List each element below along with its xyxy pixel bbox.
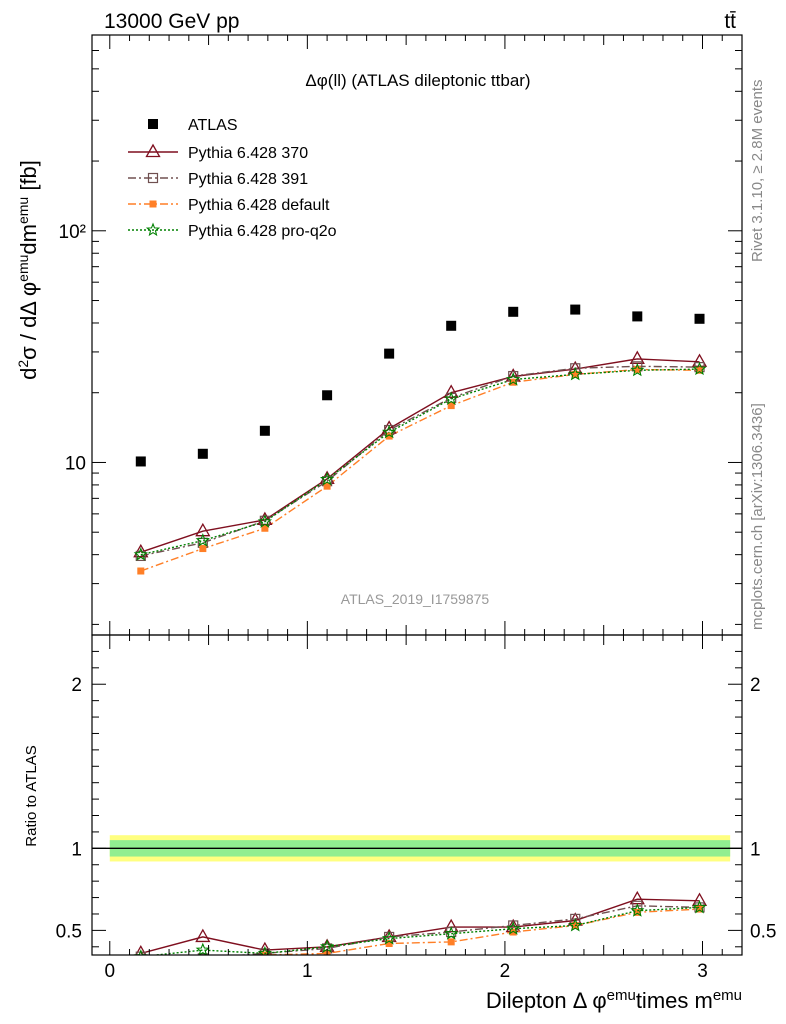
ratio-point-2 (447, 938, 455, 946)
legend-label: Pythia 6.428 default (188, 197, 330, 214)
ratio-point-2 (137, 956, 144, 963)
ratio-line-0 (140, 898, 700, 955)
ratio-point-3 (195, 942, 210, 955)
data-point-1 (443, 384, 459, 398)
legend-label: Pythia 6.428 pro-q2o (188, 223, 337, 240)
ratio-line-1 (235, 905, 700, 955)
ratio-point-0 (195, 928, 211, 943)
data-point-0 (632, 311, 643, 322)
ratio-y-tick-label: 0.5 (750, 921, 776, 942)
ratio-point-0 (443, 918, 459, 933)
data-point-0 (446, 320, 457, 331)
ratio-line-3 (149, 906, 700, 955)
data-point-3 (633, 365, 641, 373)
data-point-3 (385, 432, 393, 440)
ratio-point-2 (199, 956, 206, 963)
ratio-line-2 (256, 908, 700, 955)
ratio-point-2 (509, 928, 517, 936)
ratio-point-3 (506, 921, 521, 935)
ratio-point-1 (135, 951, 146, 955)
legend-label: Pythia 6.428 391 (188, 171, 308, 188)
data-point-4 (630, 362, 645, 377)
ratio-series-group (133, 890, 708, 963)
data-point-4 (568, 366, 583, 381)
series-line-3 (140, 368, 700, 572)
mcplots-label: mcplots.cern.ch [arXiv:1306.3436] (749, 403, 766, 630)
ratio-point-2 (385, 940, 393, 948)
data-point-0 (384, 348, 395, 359)
ratio-point-3 (444, 926, 459, 940)
data-point-3 (696, 366, 704, 374)
x-tick-label: 2 (500, 961, 511, 982)
data-point-1 (691, 353, 708, 367)
watermark-label: ATLAS_2019_I1759875 (341, 591, 490, 607)
data-point-4 (319, 471, 335, 486)
rivet-version-label: Rivet 3.1.10, ≥ 2.8M events (749, 80, 766, 263)
data-point-0 (694, 313, 705, 324)
plot-title: Δφ(ll) (ATLAS dileptonic ttbar) (305, 71, 530, 90)
data-point-4 (506, 371, 521, 386)
y-tick-label: 10² (59, 222, 86, 243)
ratio-point-3 (381, 931, 397, 945)
ratio-panel: 0.5 0.5 1 1 2 2 0 1 2 3 (56, 634, 776, 982)
main-panel: 10 10² ATLAS Pythia 6.428 370 Pythia 6.428 3… (59, 34, 743, 636)
ratio-y-tick-label: 1 (71, 839, 82, 860)
ratio-point-3 (630, 903, 645, 917)
series-line-2 (140, 365, 700, 557)
ratio-y-tick-label: 2 (71, 675, 82, 696)
data-point-4 (381, 424, 397, 439)
legend-marker (145, 143, 161, 158)
data-point-4 (257, 514, 273, 528)
legend-label: ATLAS (188, 117, 238, 134)
legend-marker (149, 200, 157, 208)
series-line-4 (140, 368, 700, 556)
ratio-y-tick-label: 2 (750, 675, 761, 696)
ratio-point-2 (633, 908, 641, 916)
main-y-axis-label: d2σ / dΔ φemudmemu [fb] (15, 160, 41, 380)
data-point-0 (197, 448, 208, 459)
legend-label: Pythia 6.428 370 (188, 145, 308, 162)
ratio-point-3 (568, 918, 583, 932)
data-point-4 (444, 391, 459, 406)
data-point-4 (133, 547, 148, 561)
legend-marker (145, 222, 161, 237)
data-point-0 (259, 425, 270, 436)
data-point-4 (692, 361, 707, 376)
ratio-frame (91, 634, 743, 956)
x-tick-label: 0 (104, 961, 115, 982)
x-tick-label: 1 (302, 961, 313, 982)
ratio-point-3 (257, 945, 273, 955)
ratio-y-axis-label: Ratio to ATLAS (23, 745, 40, 846)
data-point-2 (135, 550, 146, 562)
data-point-3 (199, 545, 207, 553)
ratio-point-3 (692, 899, 707, 914)
ratio-y-tick-label: 1 (750, 839, 761, 860)
data-point-3 (137, 567, 145, 575)
ratio-y-tick-label: 0.5 (56, 921, 82, 942)
series-line-1 (140, 358, 700, 553)
data-point-3 (447, 402, 455, 410)
data-point-0 (508, 306, 519, 317)
ratio-point-2 (696, 905, 704, 913)
y-tick-label: 10 (65, 453, 86, 474)
x-axis-label: Dilepton Δ φemutimes memu (486, 987, 742, 1014)
data-point-4 (195, 533, 210, 547)
energy-label: 13000 GeV pp (104, 10, 239, 33)
data-point-0 (570, 304, 581, 315)
process-label: tt̄ (724, 10, 736, 33)
data-point-3 (323, 482, 331, 490)
x-tick-label: 3 (697, 961, 708, 982)
data-point-3 (261, 524, 269, 532)
data-point-0 (322, 390, 333, 401)
data-point-0 (135, 456, 146, 467)
data-point-3 (571, 370, 579, 378)
legend-marker (147, 172, 159, 184)
legend-marker (148, 119, 158, 129)
ratio-point-1 (197, 953, 208, 955)
ratio-point-0 (691, 892, 708, 906)
